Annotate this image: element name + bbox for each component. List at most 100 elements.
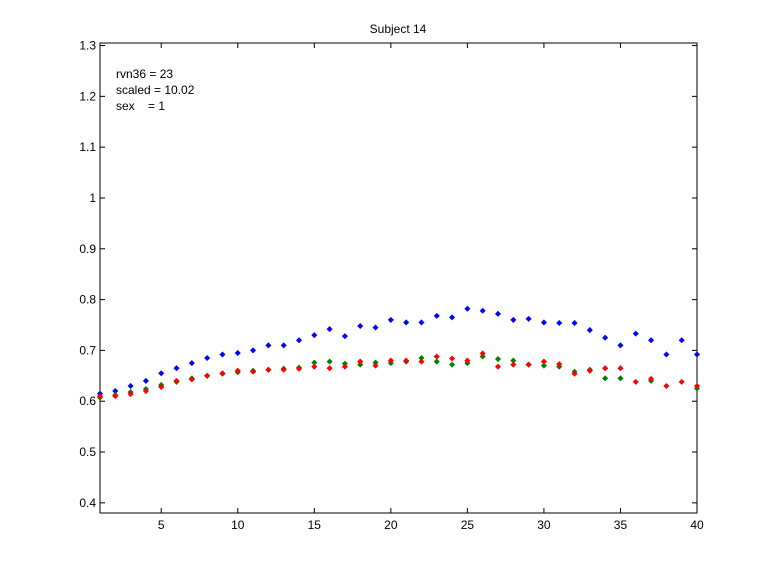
data-point: [250, 347, 257, 354]
x-tick-label: 40: [690, 518, 704, 532]
data-point: [387, 357, 394, 364]
data-point: [617, 365, 624, 372]
data-point: [648, 375, 655, 382]
annotation-line: sex = 1: [116, 99, 165, 113]
data-point: [433, 358, 440, 365]
x-tick-label: 30: [537, 518, 551, 532]
data-point: [280, 342, 287, 349]
data-point: [219, 370, 226, 377]
data-point: [571, 370, 578, 377]
data-point: [326, 326, 333, 333]
y-tick-label: 0.4: [79, 496, 96, 510]
data-point: [602, 365, 609, 372]
data-point: [586, 367, 593, 374]
data-point: [295, 365, 303, 372]
chart-title: Subject 14: [370, 22, 427, 36]
data-point: [357, 322, 364, 330]
x-tick-label: 35: [614, 518, 628, 532]
data-point: [96, 393, 104, 400]
data-point: [449, 314, 456, 321]
data-point: [556, 319, 563, 326]
data-point: [127, 391, 134, 398]
data-point: [234, 367, 241, 374]
data-point: [571, 319, 578, 326]
y-tick-label: 0.6: [79, 394, 96, 408]
data-point: [311, 363, 318, 370]
data-point: [173, 365, 180, 372]
y-tick-label: 0.7: [79, 343, 96, 357]
data-point: [280, 366, 287, 373]
data-point: [494, 310, 502, 317]
data-point: [387, 316, 394, 323]
data-point: [341, 363, 348, 370]
data-point: [479, 307, 486, 314]
y-tick-label: 0.5: [79, 445, 96, 459]
data-points: [96, 305, 701, 401]
data-point: [586, 327, 593, 334]
data-point: [525, 361, 532, 368]
y-tick-label: 1.2: [79, 89, 96, 103]
data-point: [265, 342, 272, 349]
data-point: [540, 362, 547, 369]
data-point: [648, 337, 655, 344]
plot-area: [99, 42, 698, 514]
data-point: [403, 357, 410, 364]
data-point: [326, 365, 333, 372]
y-tick-label: 1: [89, 191, 96, 205]
data-point: [479, 353, 486, 360]
data-point: [494, 356, 502, 363]
data-point: [234, 349, 241, 356]
stats-annotation: rvn36 = 23 scaled = 10.02 sex = 1: [116, 67, 195, 113]
data-point: [602, 375, 609, 382]
y-tick-label: 0.9: [79, 242, 96, 256]
data-point: [663, 351, 670, 358]
data-point: [403, 319, 410, 326]
data-point: [617, 375, 624, 382]
data-point: [418, 319, 425, 326]
data-point: [479, 350, 486, 357]
x-tick-label: 5: [158, 518, 165, 532]
data-point: [204, 372, 211, 379]
data-point: [204, 355, 211, 362]
x-tick-label: 10: [231, 518, 245, 532]
data-point: [357, 358, 364, 365]
data-point: [372, 362, 379, 369]
series-1: [96, 305, 701, 397]
data-point: [311, 332, 318, 339]
data-point: [127, 382, 134, 389]
data-point: [602, 334, 609, 341]
data-point: [326, 358, 333, 365]
y-tick-label: 0.8: [79, 293, 96, 307]
data-point: [142, 388, 149, 395]
x-axis: 5 10 15 20 25 30 35 40: [158, 43, 704, 532]
y-axis: 0.4 0.5 0.6 0.7 0.8 0.9 1 1.1 1.2 1.3: [79, 39, 697, 510]
data-point: [693, 382, 701, 389]
data-point: [617, 342, 624, 349]
data-point: [173, 377, 180, 384]
y-tick-label: 1.1: [79, 140, 96, 154]
data-point: [464, 305, 471, 312]
data-point: [372, 324, 379, 331]
data-point: [250, 368, 257, 375]
data-point: [142, 377, 149, 384]
x-tick-label: 25: [461, 518, 475, 532]
annotation-line: scaled = 10.02: [116, 83, 195, 97]
data-point: [464, 357, 471, 364]
data-point: [678, 337, 685, 344]
data-point: [449, 361, 456, 368]
data-point: [433, 312, 440, 319]
data-point: [540, 358, 547, 365]
data-point: [678, 378, 685, 385]
data-point: [158, 370, 165, 377]
data-point: [295, 337, 303, 344]
x-tick-label: 20: [384, 518, 398, 532]
series-3: [96, 350, 701, 400]
annotation-line: rvn36 = 23: [116, 67, 173, 81]
data-point: [449, 355, 456, 362]
data-point: [632, 378, 639, 385]
data-point: [510, 361, 517, 368]
data-point: [632, 330, 639, 337]
data-point: [663, 382, 670, 389]
data-point: [540, 319, 547, 326]
